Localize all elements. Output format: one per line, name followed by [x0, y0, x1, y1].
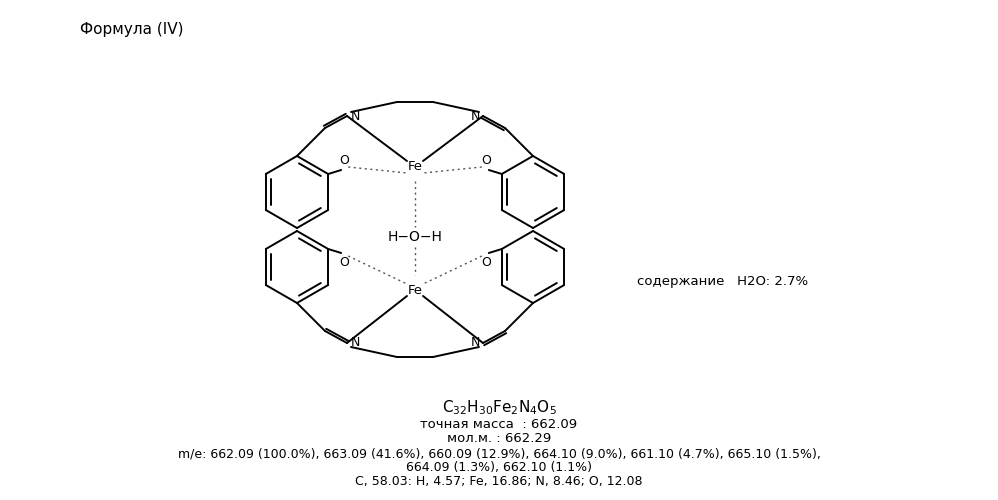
Text: 664.09 (1.3%), 662.10 (1.1%): 664.09 (1.3%), 662.10 (1.1%): [406, 462, 592, 474]
Text: содержание   H2O: 2.7%: содержание H2O: 2.7%: [637, 276, 808, 288]
Text: O: O: [339, 154, 349, 166]
Text: O: O: [339, 256, 349, 270]
Text: O: O: [481, 256, 491, 270]
Text: N: N: [350, 110, 359, 122]
Text: Fe: Fe: [407, 160, 422, 173]
Text: N: N: [470, 336, 480, 349]
Text: H−O−H: H−O−H: [387, 230, 442, 244]
Text: m/e: 662.09 (100.0%), 663.09 (41.6%), 660.09 (12.9%), 664.10 (9.0%), 661.10 (4.7: m/e: 662.09 (100.0%), 663.09 (41.6%), 66…: [178, 448, 820, 460]
Text: Формула (IV): Формула (IV): [80, 22, 184, 37]
Text: Fe: Fe: [407, 284, 422, 298]
Text: мол.м. : 662.29: мол.м. : 662.29: [447, 432, 551, 444]
Text: O: O: [481, 154, 491, 166]
Text: точная масса  : 662.09: точная масса : 662.09: [420, 418, 578, 430]
Text: N: N: [470, 110, 480, 122]
Text: N: N: [350, 336, 359, 349]
Text: C, 58.03: H, 4.57; Fe, 16.86; N, 8.46; O, 12.08: C, 58.03: H, 4.57; Fe, 16.86; N, 8.46; O…: [355, 476, 643, 488]
Text: C$_{32}$H$_{30}$Fe$_2$N$_4$O$_5$: C$_{32}$H$_{30}$Fe$_2$N$_4$O$_5$: [442, 398, 556, 417]
